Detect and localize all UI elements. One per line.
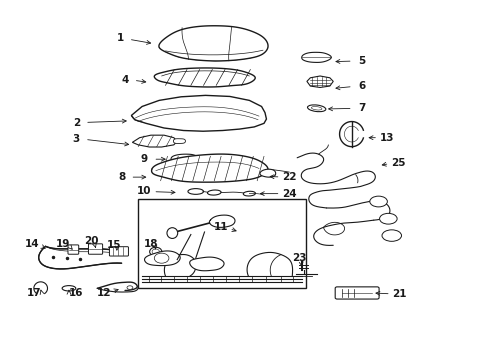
Text: 20: 20	[83, 236, 98, 246]
Text: 18: 18	[143, 239, 158, 249]
Text: 10: 10	[137, 186, 151, 197]
Text: 7: 7	[357, 103, 365, 113]
Text: 8: 8	[118, 172, 125, 182]
Ellipse shape	[207, 190, 221, 195]
Ellipse shape	[187, 189, 203, 194]
Text: 24: 24	[282, 189, 296, 199]
Text: 17: 17	[26, 288, 41, 298]
Text: 23: 23	[291, 253, 306, 263]
Text: 16: 16	[69, 288, 83, 298]
Ellipse shape	[62, 285, 76, 291]
Ellipse shape	[154, 253, 168, 263]
Text: 1: 1	[116, 33, 123, 43]
Polygon shape	[144, 251, 180, 266]
Text: 6: 6	[357, 81, 365, 91]
Text: 3: 3	[73, 134, 80, 144]
Polygon shape	[132, 135, 177, 147]
Text: 12: 12	[97, 288, 111, 298]
Text: 2: 2	[73, 118, 80, 128]
Polygon shape	[154, 68, 255, 87]
Ellipse shape	[311, 107, 321, 110]
Text: 4: 4	[121, 75, 128, 85]
Polygon shape	[189, 257, 224, 271]
Ellipse shape	[307, 105, 325, 112]
Text: 15: 15	[106, 240, 121, 250]
Text: 14: 14	[25, 239, 40, 249]
Text: 19: 19	[56, 239, 70, 249]
Text: 25: 25	[390, 158, 405, 168]
Polygon shape	[151, 154, 267, 182]
FancyBboxPatch shape	[88, 244, 102, 254]
Bar	[138, 199, 306, 288]
Ellipse shape	[379, 213, 396, 224]
Ellipse shape	[166, 228, 177, 238]
Ellipse shape	[381, 230, 401, 241]
Text: 9: 9	[141, 154, 148, 164]
Polygon shape	[260, 169, 275, 177]
Text: 13: 13	[379, 133, 393, 143]
Polygon shape	[171, 154, 199, 164]
Text: 11: 11	[213, 222, 228, 232]
Text: 22: 22	[282, 172, 296, 182]
FancyBboxPatch shape	[109, 247, 128, 256]
Polygon shape	[301, 52, 330, 62]
Ellipse shape	[149, 247, 162, 256]
FancyBboxPatch shape	[334, 287, 378, 299]
Ellipse shape	[127, 286, 133, 289]
FancyBboxPatch shape	[68, 245, 79, 254]
Polygon shape	[159, 26, 267, 61]
Ellipse shape	[152, 249, 159, 255]
Polygon shape	[159, 47, 267, 61]
Polygon shape	[131, 95, 266, 131]
Polygon shape	[306, 76, 332, 87]
Ellipse shape	[369, 196, 386, 207]
Polygon shape	[173, 139, 185, 144]
Text: 5: 5	[357, 56, 365, 66]
Ellipse shape	[243, 191, 255, 196]
Text: 21: 21	[391, 289, 406, 299]
